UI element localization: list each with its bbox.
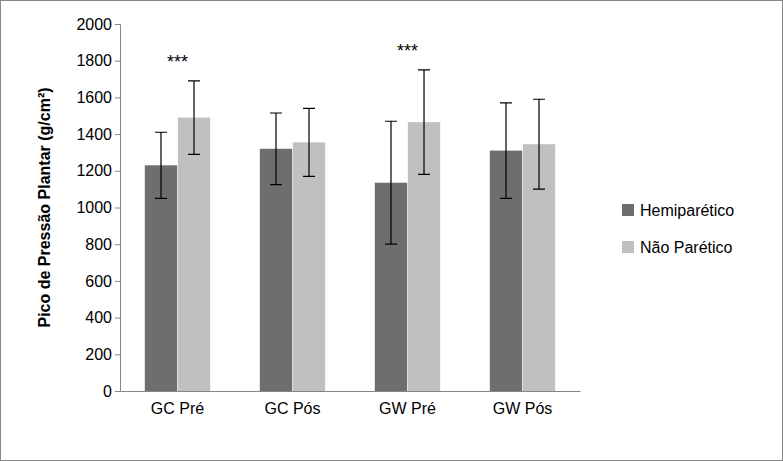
- error-bar-line: [533, 99, 545, 189]
- error-bar-line: [418, 70, 430, 175]
- y-tick-mark: [115, 281, 120, 282]
- y-tick-label: 0: [103, 383, 112, 400]
- error-bar: [188, 81, 200, 154]
- error-bar-line: [270, 113, 282, 185]
- y-tick: 2000: [76, 16, 120, 33]
- y-tick-label: 400: [85, 309, 112, 326]
- y-axis-title: Pico de Pressão Plantar (g/cm²): [36, 87, 53, 327]
- y-tick-label: 200: [85, 346, 112, 363]
- y-tick: 600: [85, 273, 120, 290]
- legend-swatch: [622, 241, 634, 253]
- y-axis: 0 200 400 600 800 1000 1200 1400 1600 1800 2000: [76, 16, 120, 400]
- error-bar: [303, 108, 315, 176]
- annotation: ***: [167, 52, 188, 72]
- y-tick: 1200: [76, 162, 120, 179]
- y-tick-label: 800: [85, 236, 112, 253]
- legend-label: Hemiparético: [640, 202, 734, 219]
- y-tick-mark: [115, 97, 120, 98]
- x-axis-line: [121, 391, 581, 392]
- plot: 0 200 400 600 800 1000 1200 1400 1600 1800 2000 GC …: [76, 16, 580, 418]
- y-tick-label: 1800: [76, 52, 112, 69]
- y-tick: 400: [85, 309, 120, 326]
- y-tick-label: 1000: [76, 199, 112, 216]
- y-tick: 1000: [76, 199, 120, 216]
- error-bar: [533, 99, 545, 189]
- error-bar-line: [188, 81, 200, 154]
- y-tick: 1800: [76, 52, 120, 69]
- error-bar-line: [500, 103, 512, 198]
- series: [178, 70, 555, 391]
- y-tick-mark: [115, 61, 120, 62]
- marks: [145, 70, 555, 391]
- y-tick: 800: [85, 236, 120, 253]
- bar: [293, 142, 325, 391]
- x-tick-label: GW Pós: [493, 400, 553, 417]
- y-tick-mark: [115, 208, 120, 209]
- y-tick-mark: [115, 354, 120, 355]
- error-bar: [500, 103, 512, 198]
- chart-frame: [1, 1, 783, 461]
- y-tick: 200: [85, 346, 120, 363]
- y-axis-line: [115, 25, 121, 392]
- y-tick-mark: [115, 318, 120, 319]
- error-bar-line: [303, 108, 315, 176]
- y-tick-label: 1400: [76, 126, 112, 143]
- x-tick: GC Pré: [151, 391, 204, 417]
- x-tick-label: GW Pré: [379, 400, 436, 417]
- bar: [178, 118, 210, 391]
- legend-item: Não Parético: [622, 239, 733, 256]
- x-tick-label: GC Pós: [264, 400, 320, 417]
- x-tick: GW Pré: [379, 391, 436, 417]
- x-tick: GW Pós: [493, 391, 553, 417]
- y-tick-label: 1200: [76, 162, 112, 179]
- error-bar: [418, 70, 430, 175]
- y-tick: 0: [103, 383, 120, 400]
- x-axis: GC Pré GC Pós GW Pré GW Pós: [121, 391, 581, 417]
- y-tick: 1600: [76, 89, 120, 106]
- y-tick: 1400: [76, 126, 120, 143]
- error-bar-line: [155, 132, 167, 198]
- y-tick-mark: [115, 171, 120, 172]
- bar: [145, 165, 177, 391]
- x-tick: GC Pós: [264, 391, 320, 417]
- error-bar: [155, 132, 167, 198]
- error-bar-line: [385, 121, 397, 244]
- y-tick-mark: [115, 244, 120, 245]
- legend: Hemiparético Não Parético: [622, 202, 734, 256]
- annotation: ***: [397, 41, 418, 61]
- y-tick-mark: [115, 134, 120, 135]
- legend-label: Não Parético: [640, 239, 733, 256]
- error-bar: [270, 113, 282, 185]
- legend-item: Hemiparético: [622, 202, 734, 219]
- x-tick-label: GC Pré: [151, 400, 204, 417]
- series: [145, 103, 522, 391]
- legend-swatch: [622, 204, 634, 216]
- y-tick-mark: [115, 24, 120, 25]
- chart: 0 200 400 600 800 1000 1200 1400 1600 1800 2000 GC …: [0, 0, 783, 461]
- y-tick-label: 600: [85, 273, 112, 290]
- y-tick-label: 2000: [76, 16, 112, 33]
- error-bar: [385, 121, 397, 244]
- y-tick-mark: [115, 391, 120, 392]
- y-tick-label: 1600: [76, 89, 112, 106]
